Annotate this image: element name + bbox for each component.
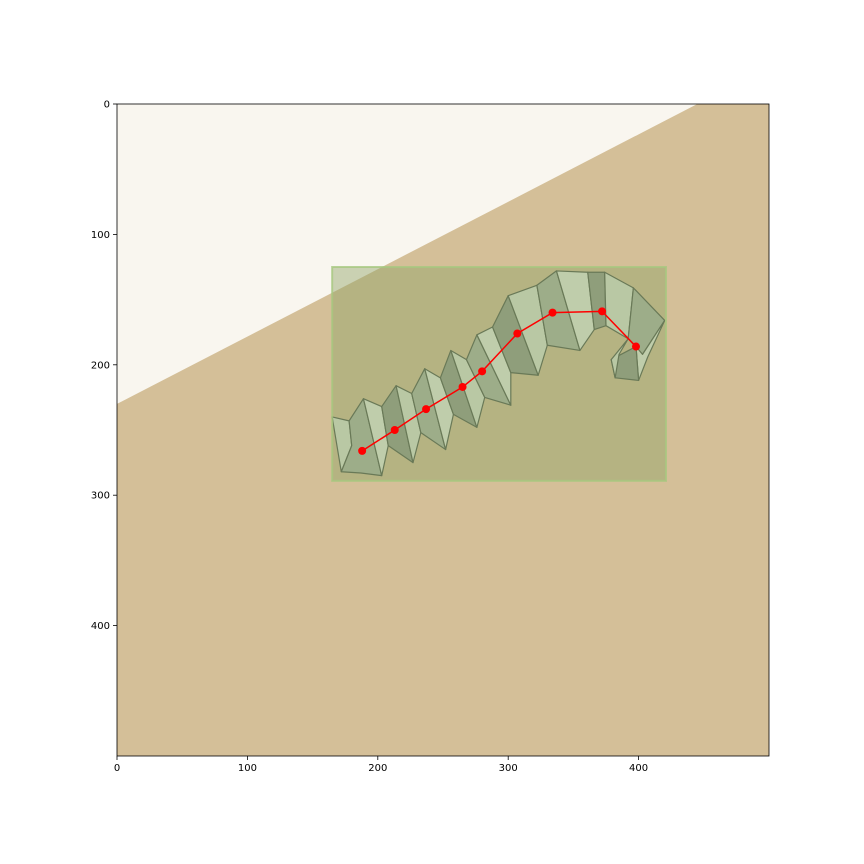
keypoint-marker	[513, 329, 522, 338]
y-tick-label: 100	[91, 230, 110, 241]
y-tick-label: 400	[91, 621, 110, 632]
x-tick-label: 100	[238, 763, 257, 774]
bounding-box	[331, 266, 667, 482]
keypoint-marker	[478, 367, 487, 376]
y-tick-label: 0	[104, 100, 110, 111]
keypoint-marker	[422, 405, 431, 414]
keypoint-marker	[631, 342, 640, 351]
y-tick-label: 300	[91, 491, 110, 502]
axes-frame	[116, 103, 770, 757]
fold-panel	[610, 338, 629, 379]
keypoint-marker	[458, 382, 467, 391]
x-tick-label: 0	[114, 763, 120, 774]
keypoint-layer	[358, 307, 640, 455]
keypoint-marker	[390, 426, 399, 434]
keypoint-marker	[358, 446, 367, 455]
keypoint-marker	[598, 307, 607, 316]
x-axis: 0 100 200 300 400	[114, 756, 648, 774]
bounding-box-layer	[331, 266, 667, 482]
keypoint-marker	[548, 308, 557, 317]
y-axis: 0 100 200 300 400	[91, 100, 117, 632]
x-tick-label: 200	[368, 763, 387, 774]
plot-area	[116, 103, 770, 757]
y-tick-label: 200	[91, 360, 110, 371]
x-tick-label: 300	[499, 763, 518, 774]
x-tick-label: 400	[629, 763, 648, 774]
